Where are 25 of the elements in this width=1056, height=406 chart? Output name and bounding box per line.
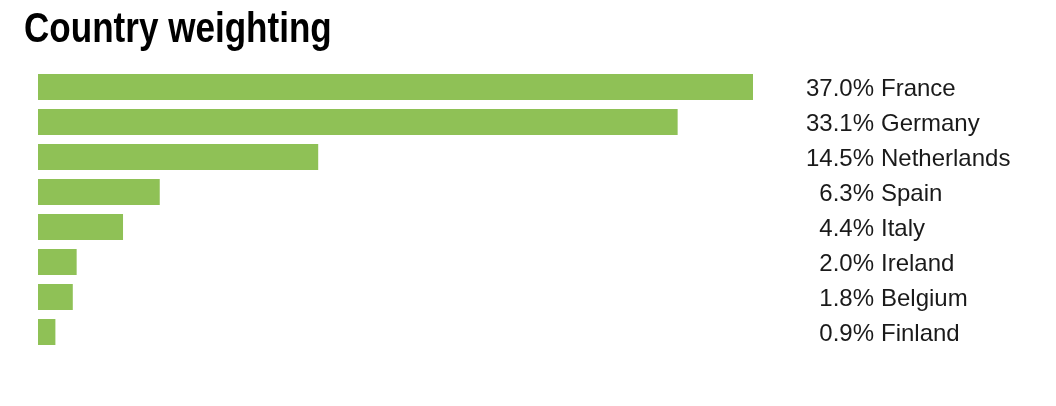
y-tick-label: Finland [881,319,960,346]
y-tick-label: Italy [881,214,926,241]
y-tick-label: Ireland [881,249,955,276]
data-label: 2.0% [819,249,874,276]
data-label: 6.3% [819,179,874,206]
bar [38,284,73,310]
data-label: 1.8% [819,284,874,311]
data-label: 4.4% [819,214,874,241]
y-tick-label: Germany [881,109,980,136]
data-label: 0.9% [819,319,874,346]
bar [38,319,56,345]
data-label: 37.0% [805,74,874,101]
bar [38,249,77,275]
bar [38,109,678,135]
y-tick-label: Belgium [881,284,968,311]
data-label: 14.5% [805,144,874,171]
bar [38,144,319,170]
y-tick-label: Spain [881,179,943,206]
data-label: 33.1% [805,109,874,136]
y-tick-label: France [881,74,956,101]
y-tick-label: Netherlands [881,144,1011,171]
chart-title: Country weighting [24,4,332,51]
bar [38,74,753,100]
bar [38,179,160,205]
bar [38,214,124,240]
